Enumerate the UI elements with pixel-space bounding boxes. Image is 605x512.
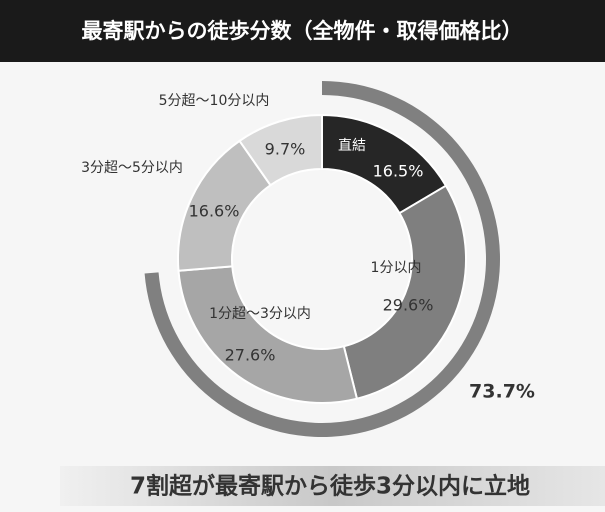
value-label: 27.6% (225, 346, 276, 365)
value-label: 29.6% (383, 296, 434, 315)
summary-label: 73.7% (469, 381, 535, 403)
value-label: 16.6% (189, 202, 240, 221)
slice (177, 265, 359, 404)
footnote: 7割超が最寄駅から徒歩3分以内に立地 (130, 473, 530, 500)
value-label: 16.5% (373, 162, 424, 181)
slice-label: 5分超～10分以内 (159, 93, 270, 109)
footnote-band (60, 466, 605, 506)
slice-label: 1分超～3分以内 (209, 306, 311, 322)
chart-title: 最寄駅からの徒歩分数（全物件・取得価格比） (82, 19, 523, 43)
slice (238, 113, 323, 187)
slice-label: 直結 (338, 137, 366, 154)
title-bar (0, 0, 605, 62)
slice (342, 184, 467, 400)
slice-label: 1分以内 (371, 260, 422, 276)
plot: 直結 16.5% 1分以内 29.6% 1分超～3分以内 27.6% 3分超～5分以内 16.… (81, 81, 535, 437)
value-label: 9.7% (265, 140, 306, 159)
slice-label: 3分超～5分以内 (81, 160, 183, 176)
